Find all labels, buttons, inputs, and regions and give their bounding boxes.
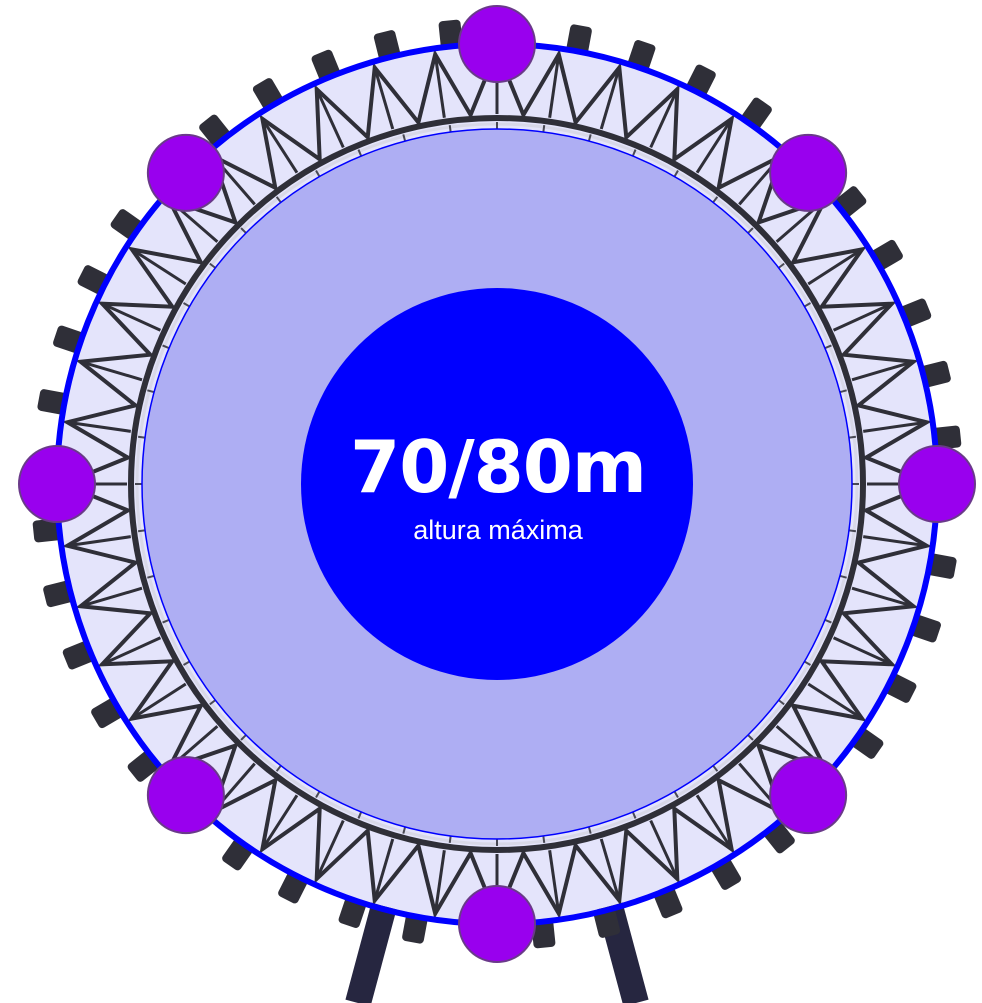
gondola [32, 518, 63, 543]
rim-marker [146, 756, 225, 835]
truss-strut [261, 794, 299, 850]
truss-strut [807, 248, 863, 286]
gondola [37, 389, 68, 415]
truss-strut [851, 360, 914, 382]
truss-strut [807, 682, 863, 720]
truss-strut [599, 67, 621, 130]
truss-strut [832, 302, 893, 332]
truss-strut [315, 88, 345, 149]
truss-strut [67, 420, 131, 433]
truss-strut [863, 420, 927, 433]
truss-strut [863, 535, 927, 548]
truss-strut [548, 850, 561, 914]
truss-strut [261, 118, 299, 174]
truss-strut [80, 360, 143, 382]
truss-strut [695, 118, 733, 174]
rim-markers [18, 5, 976, 963]
truss-strut [373, 838, 395, 901]
rim-marker [898, 445, 976, 523]
rim-marker [458, 885, 536, 963]
truss-strut [80, 586, 143, 608]
gondola [402, 913, 428, 944]
truss-strut [832, 636, 893, 666]
truss-strut [649, 88, 679, 149]
truss-strut [101, 302, 162, 332]
rim-marker [146, 133, 225, 212]
gondola [438, 19, 463, 50]
inner-structure-ring [128, 115, 866, 853]
truss-strut [851, 586, 914, 608]
truss-strut [433, 850, 446, 914]
hub-circle [301, 288, 693, 680]
truss-strut [548, 54, 561, 118]
truss-strut [373, 67, 395, 130]
rim-marker [769, 133, 848, 212]
truss-strut [67, 535, 131, 548]
gondola [926, 553, 957, 579]
truss-strut [599, 838, 621, 901]
gondola [566, 24, 592, 55]
truss-strut [315, 819, 345, 880]
truss-strut [433, 54, 446, 118]
rim-marker [18, 445, 96, 523]
truss-strut [131, 248, 187, 286]
gondola [531, 918, 556, 949]
rim-marker [769, 756, 848, 835]
truss-strut [695, 794, 733, 850]
gondola [931, 425, 962, 450]
truss-strut [131, 682, 187, 720]
truss-strut [101, 636, 162, 666]
truss-strut [649, 819, 679, 880]
rim-marker [458, 5, 536, 83]
